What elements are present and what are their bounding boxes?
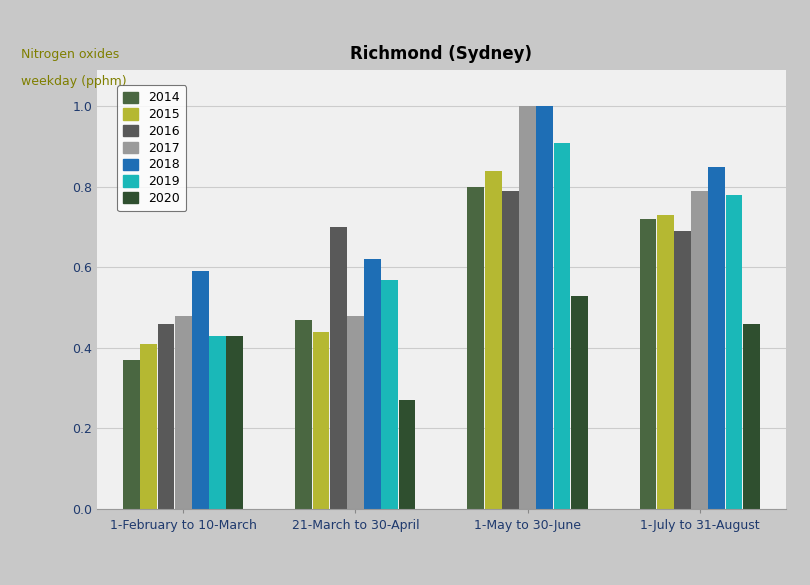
Bar xyxy=(674,231,691,509)
Bar xyxy=(502,191,518,509)
Bar xyxy=(140,344,157,509)
Bar xyxy=(227,336,243,509)
Bar xyxy=(192,271,209,509)
Text: weekday (pphm): weekday (pphm) xyxy=(22,75,127,88)
Bar xyxy=(313,332,330,509)
Bar xyxy=(158,324,174,509)
Text: Nitrogen oxides: Nitrogen oxides xyxy=(22,49,120,61)
Bar xyxy=(399,400,416,509)
Bar xyxy=(536,106,553,509)
Bar xyxy=(657,215,674,509)
Bar xyxy=(553,143,570,509)
Bar xyxy=(175,316,192,509)
Bar xyxy=(709,167,725,509)
Bar xyxy=(330,227,347,509)
Bar xyxy=(209,336,226,509)
Bar xyxy=(467,187,484,509)
Bar xyxy=(296,320,312,509)
Title: Richmond (Sydney): Richmond (Sydney) xyxy=(351,45,532,63)
Bar xyxy=(364,259,381,509)
Bar xyxy=(484,171,501,509)
Bar xyxy=(347,316,364,509)
Legend: 2014, 2015, 2016, 2017, 2018, 2019, 2020: 2014, 2015, 2016, 2017, 2018, 2019, 2020 xyxy=(117,85,186,211)
Bar xyxy=(123,360,140,509)
Bar xyxy=(571,295,587,509)
Bar xyxy=(640,219,656,509)
Bar xyxy=(382,280,399,509)
Bar xyxy=(519,106,536,509)
Bar xyxy=(691,191,708,509)
Bar xyxy=(726,195,743,509)
Bar xyxy=(743,324,760,509)
